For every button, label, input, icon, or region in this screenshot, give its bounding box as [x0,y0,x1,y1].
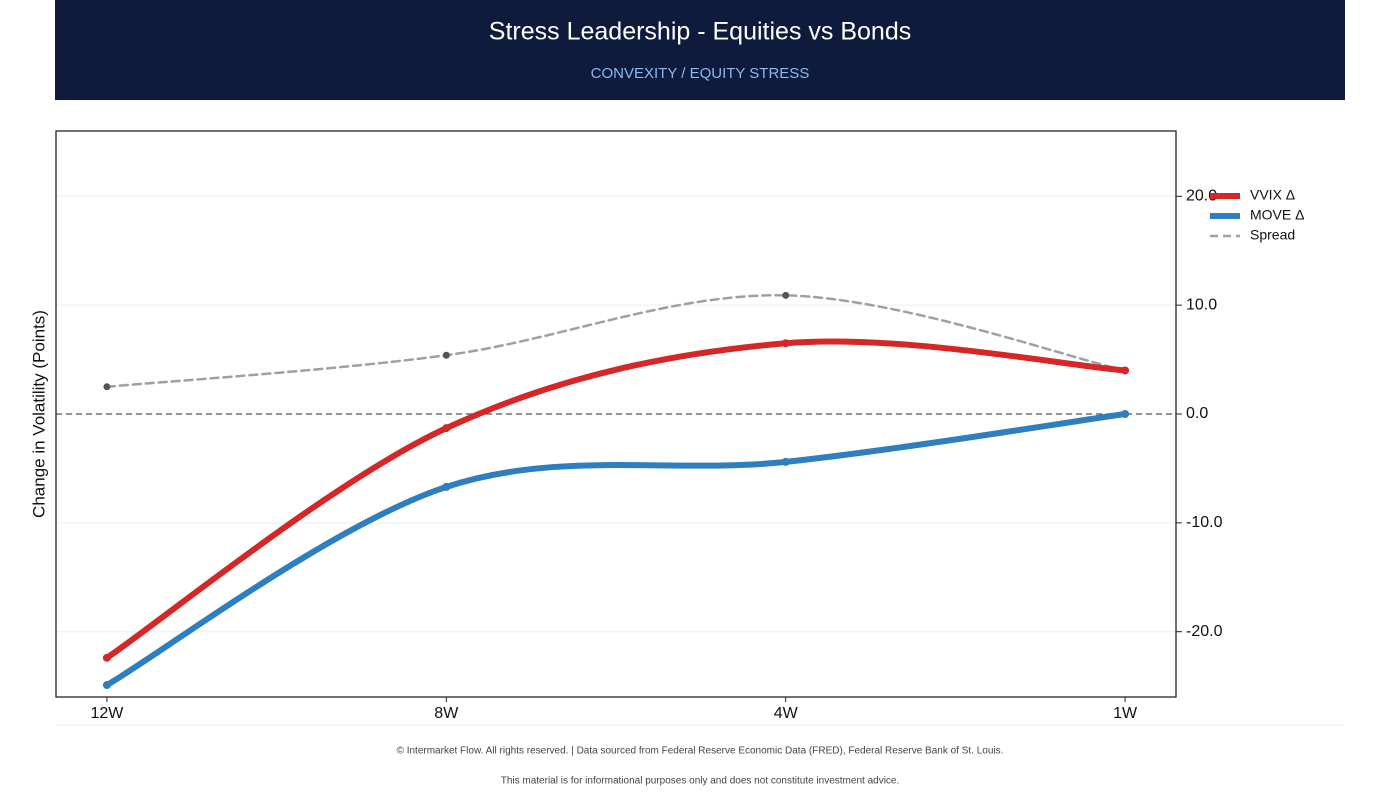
legend-label: MOVE Δ [1250,207,1304,223]
legend-label: Spread [1250,227,1295,243]
plot-frame [55,130,1177,698]
series-line [105,294,1127,389]
y-tick-label: -20.0 [1186,623,1223,640]
data-point [103,383,111,391]
y-axis-label: Change in Volatility (Points) [29,310,48,518]
x-tick-label: 12W [90,705,124,722]
header-band [55,0,1345,100]
data-point [781,457,790,466]
x-tick-label: 8W [434,705,459,722]
footer-text: This material is for informational purpo… [501,776,900,787]
series-line [103,411,1129,689]
chart-title: Stress Leadership - Equities vs Bonds [489,18,911,46]
y-tick-label: -10.0 [1186,514,1223,531]
data-point [442,424,451,433]
chart-subtitle: CONVEXITY / EQUITY STRESS [591,65,810,82]
y-tick-label: 10.0 [1186,296,1217,313]
data-point [1121,366,1130,375]
data-point [781,339,790,348]
legend-label: VVIX Δ [1250,187,1295,203]
x-tick-label: 1W [1113,705,1138,722]
data-point [102,681,111,690]
data-point [442,351,450,359]
y-tick-label: 20.0 [1186,188,1217,205]
series-line [103,338,1129,661]
data-point [782,291,790,299]
data-point [442,482,451,491]
x-tick-label: 4W [774,705,799,722]
data-point [102,653,111,662]
data-point [1121,410,1130,418]
footer-text: © Intermarket Flow. All rights reserved.… [397,746,1004,757]
y-tick-label: 0.0 [1186,405,1208,422]
